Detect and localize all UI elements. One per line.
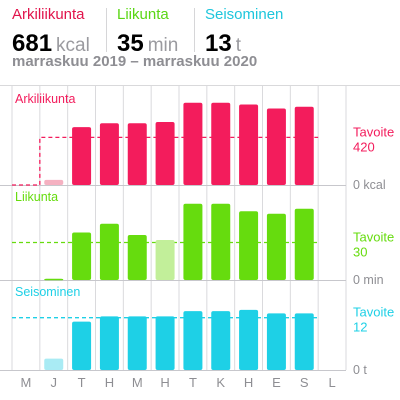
stat-exercise-unit: min — [147, 35, 179, 56]
bar — [99, 316, 119, 370]
stat-move: Arkiliikunta 681 kcal — [12, 6, 90, 57]
bar — [183, 203, 203, 280]
bar — [239, 211, 259, 280]
goal-value: 30 — [353, 245, 367, 260]
stat-stand-value: 13 — [205, 30, 232, 57]
bar — [211, 311, 231, 370]
bar — [127, 235, 147, 280]
x-tick-label: K — [216, 375, 225, 390]
zero-axis-label: 0 t — [353, 363, 367, 377]
bar — [44, 179, 64, 185]
bar — [155, 240, 175, 280]
goal-value: 12 — [353, 320, 367, 335]
bar — [294, 106, 314, 185]
x-tick-label: H — [160, 375, 169, 390]
stat-exercise: Liikunta 35 min — [117, 6, 178, 57]
x-tick-label: M — [132, 375, 143, 390]
x-tick-label: L — [328, 375, 335, 390]
bar — [72, 321, 92, 370]
bar — [183, 102, 203, 185]
x-tick-label: J — [51, 375, 58, 390]
bar — [266, 108, 286, 185]
series-label: Seisominen — [15, 285, 80, 299]
bar — [44, 358, 64, 370]
bar — [127, 316, 147, 370]
zero-axis-label: 0 kcal — [353, 178, 386, 192]
series-label: Liikunta — [15, 190, 58, 204]
stat-divider — [106, 8, 107, 52]
stat-move-label: Arkiliikunta — [12, 6, 85, 23]
bar — [155, 122, 175, 185]
stat-divider — [194, 8, 195, 52]
bar — [211, 102, 231, 185]
bar — [99, 123, 119, 185]
bar — [99, 223, 119, 280]
bar — [44, 278, 64, 281]
x-tick-label: T — [189, 375, 197, 390]
bar — [239, 309, 259, 370]
series-label: Arkiliikunta — [15, 92, 75, 106]
bar — [211, 203, 231, 280]
x-tick-label: H — [105, 375, 114, 390]
stat-move-value-row: 681 kcal — [12, 30, 90, 58]
x-tick-label: T — [78, 375, 86, 390]
stat-stand-unit: t — [235, 35, 241, 56]
activity-chart[interactable]: Arkiliikunta Tavoite 420 0 kcal Liikunta Tavo… — [0, 86, 400, 400]
x-tick-label: E — [272, 375, 281, 390]
bar — [155, 316, 175, 370]
stat-stand-value-row: 13 t — [205, 30, 241, 58]
stat-stand: Seisominen 13 t — [205, 6, 284, 57]
stat-exercise-value-row: 35 min — [117, 30, 178, 58]
goal-label: Tavoite — [353, 124, 394, 139]
bar — [72, 232, 92, 280]
date-range: marraskuu 2019 – marraskuu 2020 — [12, 53, 258, 70]
bar — [127, 123, 147, 185]
bar — [72, 127, 92, 185]
bar — [239, 104, 259, 185]
bar — [266, 313, 286, 370]
stat-move-unit: kcal — [56, 35, 90, 56]
goal-label: Tavoite — [353, 305, 394, 320]
stat-stand-label: Seisominen — [205, 6, 284, 23]
chart-top-border — [0, 85, 400, 86]
stat-move-value: 681 — [12, 30, 53, 57]
summary-header: Arkiliikunta 681 kcal Liikunta 35 min Seis… — [0, 0, 400, 76]
bar — [183, 311, 203, 370]
bar — [294, 208, 314, 280]
x-tick-label: H — [244, 375, 253, 390]
bar — [266, 213, 286, 280]
bar — [294, 313, 314, 370]
goal-label: Tavoite — [353, 230, 394, 245]
stat-exercise-label: Liikunta — [117, 6, 169, 23]
x-tick-label: M — [20, 375, 31, 390]
goal-value: 420 — [353, 139, 375, 154]
x-tick-label: S — [300, 375, 309, 390]
zero-axis-label: 0 min — [353, 273, 384, 287]
stat-exercise-value: 35 — [117, 30, 144, 57]
